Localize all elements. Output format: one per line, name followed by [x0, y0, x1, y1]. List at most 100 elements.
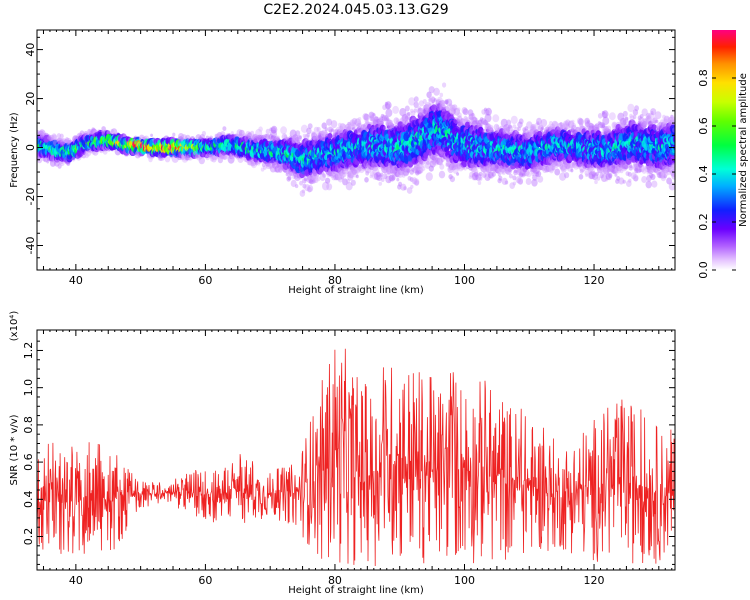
spectrogram-cell [245, 130, 251, 138]
spectrogram-cell [325, 177, 331, 184]
spectrogram-cell [172, 132, 176, 137]
spectrogram-cell [413, 96, 419, 103]
spectrogram-cell [110, 128, 114, 133]
spectrogram-cell [257, 134, 263, 141]
spectrogram-cell [185, 155, 190, 161]
spectrogram-cell [250, 161, 254, 167]
spectrogram-cell [396, 177, 400, 182]
spectrogram-cell [247, 161, 251, 166]
spectrogram-cell [238, 129, 245, 137]
spectrogram-cell [477, 180, 482, 185]
spectrogram-cell [71, 156, 76, 162]
spectrogram-cell [255, 161, 259, 166]
spectrogram-cell [439, 163, 445, 170]
spectrogram-cell [47, 136, 51, 140]
spectrogram-cell [101, 126, 106, 132]
spectrogram-cell [256, 134, 261, 140]
spectrogram-cell [51, 134, 58, 142]
spectrogram-cell [238, 133, 243, 139]
spectrogram-cell [350, 179, 356, 186]
spectrogram-cell [410, 184, 414, 189]
spectrogram-cell [280, 126, 287, 135]
spectrogram-cell [475, 171, 479, 175]
spectrogram-cell [307, 123, 313, 129]
spectrogram-cell [385, 101, 392, 110]
spectrogram-cell [270, 125, 278, 134]
spectrogram-cell [378, 181, 383, 186]
spectrogram-cell [209, 154, 214, 159]
spectrogram-cell [49, 134, 55, 142]
spectrogram-cell [208, 135, 214, 141]
spectrogram-cell [38, 129, 46, 138]
spectrogram-cell [46, 160, 50, 164]
spectrogram-cell [201, 130, 206, 137]
spectrogram-cell [59, 133, 64, 139]
spectrogram-cell [330, 120, 338, 129]
spectrogram-cell [449, 176, 455, 183]
spectrogram-cell [250, 130, 255, 136]
spectrogram-cell [150, 133, 154, 137]
spectrogram-cell [471, 113, 475, 117]
spectrogram-cell [211, 155, 217, 163]
spectrogram-cell [222, 126, 227, 131]
spectrogram-cell [87, 128, 92, 134]
spectrogram-cell [385, 108, 393, 118]
spectrogram-cell [194, 155, 198, 159]
spectrogram-cell [56, 133, 62, 139]
spectrogram-cell [239, 156, 243, 160]
spectrogram-cell [210, 156, 214, 162]
spectrogram-cell [91, 127, 96, 132]
spectrogram-cell [51, 133, 57, 140]
spectrogram-cell [457, 107, 461, 112]
spectrogram-cell [462, 108, 469, 116]
spectrogram-cell [253, 135, 260, 144]
spectrogram-cell [65, 137, 69, 143]
spectrogram-cell [79, 130, 85, 136]
spectrogram-cell [251, 134, 256, 140]
spectrogram-cell [247, 131, 253, 138]
spectrogram-cell [227, 155, 235, 164]
spectrogram-cell [322, 173, 326, 178]
spectrogram-cell [307, 185, 314, 192]
spectrogram-cell [296, 135, 302, 142]
spectrogram-cell [89, 130, 93, 135]
spectrogram-cell [372, 113, 376, 117]
spectrogram-cell [425, 172, 433, 181]
spectrogram-cell [478, 176, 483, 181]
spectrogram-cell [306, 132, 310, 138]
spectrogram-cell [59, 160, 65, 167]
spectrogram-cell [456, 172, 460, 176]
spectrogram-cell [439, 92, 444, 98]
spectrogram-cell [439, 100, 446, 107]
spectrogram-cell [403, 186, 407, 191]
spectrogram-cell [43, 134, 50, 143]
spectrogram-cell [49, 159, 56, 167]
spectrogram-cell [250, 160, 258, 169]
spectrogram-cell [106, 130, 111, 136]
spectrogram-cell [485, 107, 492, 116]
spectrogram-cell [67, 140, 71, 144]
spectrogram-cell [401, 123, 405, 128]
spectrogram-cell [86, 147, 92, 153]
spectrogram-cell [392, 105, 399, 114]
spectrogram-cell [84, 153, 89, 159]
spectrogram-cell [295, 130, 301, 137]
spectrogram-cell [404, 105, 410, 112]
spectrogram-cell [236, 129, 243, 137]
spectrogram-cell [65, 138, 72, 145]
spectrogram-cell [453, 119, 457, 124]
spectrogram-cell [257, 162, 261, 166]
spectrogram-cell [357, 117, 362, 121]
spectrogram-cell [253, 138, 258, 144]
spectrogram-cell [301, 189, 306, 194]
spectrogram-cell [110, 128, 118, 136]
figure-title: C2E2.2024.045.03.13.G29 [263, 2, 448, 18]
spectrogram-cell [258, 126, 263, 132]
spectrogram-cell [438, 170, 446, 179]
spectrogram-cell [81, 153, 87, 159]
spectrogram-cell [148, 157, 153, 163]
spectrogram-cell [388, 119, 394, 126]
spectrogram-cell [198, 156, 205, 165]
spectrogram-cell [413, 178, 420, 186]
